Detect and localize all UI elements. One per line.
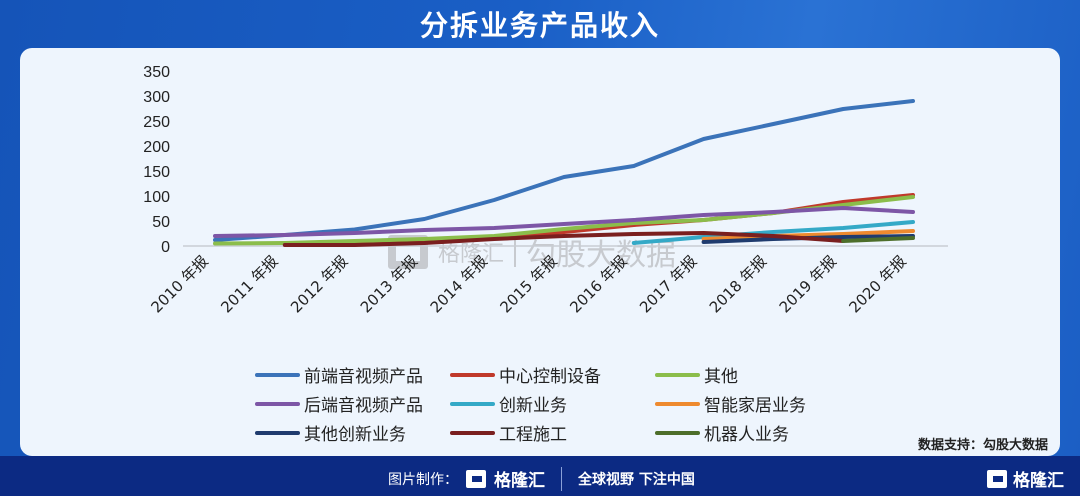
legend-label: 其他 bbox=[704, 367, 738, 387]
x-tick-label: 2018 年报 bbox=[706, 252, 770, 316]
x-tick-label: 2013 年报 bbox=[357, 252, 421, 316]
brand-name: 格隆汇 bbox=[494, 471, 545, 491]
series-line bbox=[213, 99, 915, 242]
legend-swatch bbox=[655, 430, 700, 435]
x-tick-label: 2020 年报 bbox=[846, 252, 910, 316]
made-by-label: 图片制作： bbox=[388, 471, 458, 488]
series-line bbox=[282, 231, 846, 247]
corner-brand: 格隆汇 bbox=[987, 466, 1064, 491]
footer-credit: 图片制作： 格隆汇 全球视野 下注中国 bbox=[388, 466, 695, 491]
series-line bbox=[213, 206, 915, 238]
watermark-text: 勾股大数据 bbox=[526, 238, 677, 273]
legend-item: 创新业务 bbox=[450, 391, 567, 416]
series-line bbox=[701, 229, 915, 241]
brand-logo-icon bbox=[466, 469, 486, 488]
x-tick-label: 2019 年报 bbox=[776, 252, 840, 316]
legend-item: 中心控制设备 bbox=[450, 362, 601, 387]
y-tick-label: 50 bbox=[152, 214, 170, 231]
chart-panel bbox=[20, 48, 1060, 456]
series-line bbox=[841, 236, 915, 243]
legend-swatch bbox=[655, 401, 700, 406]
legend-label: 其他创新业务 bbox=[304, 425, 406, 445]
x-tick-label: 2012 年报 bbox=[287, 252, 351, 316]
y-tick-label: 0 bbox=[161, 239, 170, 256]
y-tick-label: 200 bbox=[143, 139, 170, 156]
legend-label: 机器人业务 bbox=[704, 425, 789, 445]
y-tick-label: 350 bbox=[143, 64, 170, 81]
x-tick-label: 2010 年报 bbox=[148, 252, 212, 316]
legend-item: 前端音视频产品 bbox=[255, 362, 423, 387]
legend-swatch bbox=[450, 401, 495, 406]
legend-item: 后端音视频产品 bbox=[255, 391, 423, 416]
page-title: 分拆业务产品收入 bbox=[419, 9, 660, 42]
corner-brand-name: 格隆汇 bbox=[1013, 471, 1064, 491]
data-source-note: 数据支持：勾股大数据 bbox=[917, 438, 1048, 453]
corner-logo-icon bbox=[987, 469, 1007, 488]
y-tick-label: 150 bbox=[143, 164, 170, 181]
legend-label: 工程施工 bbox=[499, 425, 567, 445]
series-line bbox=[631, 220, 915, 245]
legend-item: 其他创新业务 bbox=[255, 420, 406, 445]
line-chart: 0 50 100 150 200 250 300 350 2010 年报 2011 年报 2012 … bbox=[143, 64, 948, 316]
legend-swatch bbox=[255, 372, 300, 377]
legend-label: 创新业务 bbox=[499, 396, 567, 416]
footer-band bbox=[0, 456, 1080, 496]
legend-item: 机器人业务 bbox=[655, 420, 789, 445]
legend-item: 其他 bbox=[655, 362, 738, 387]
y-tick-label: 100 bbox=[143, 189, 170, 206]
legend-swatch bbox=[450, 372, 495, 377]
legend-label: 智能家居业务 bbox=[704, 396, 806, 416]
x-tick-label: 2014 年报 bbox=[427, 252, 491, 316]
legend-label: 后端音视频产品 bbox=[304, 396, 423, 416]
legend-swatch bbox=[255, 401, 300, 406]
legend-swatch bbox=[450, 430, 495, 435]
x-tick-label: 2017 年报 bbox=[636, 252, 700, 316]
legend-swatch bbox=[255, 430, 300, 435]
legend-swatch bbox=[655, 372, 700, 377]
footer: 图片制作： 格隆汇 全球视野 下注中国 格隆汇 bbox=[0, 462, 1080, 492]
x-tick-label: 2015 年报 bbox=[497, 252, 561, 316]
legend-label: 前端音视频产品 bbox=[304, 367, 423, 387]
legend-item: 工程施工 bbox=[450, 420, 567, 445]
legend-label: 中心控制设备 bbox=[499, 367, 601, 387]
y-tick-label: 250 bbox=[143, 114, 170, 131]
footer-divider bbox=[561, 466, 562, 491]
watermark-divider bbox=[514, 237, 517, 267]
y-tick-label: 300 bbox=[143, 89, 170, 106]
x-tick-label: 2016 年报 bbox=[566, 252, 630, 316]
brand-slogan: 全球视野 下注中国 bbox=[578, 471, 695, 488]
x-tick-label: 2011 年报 bbox=[217, 252, 281, 316]
legend-item: 智能家居业务 bbox=[655, 391, 806, 416]
